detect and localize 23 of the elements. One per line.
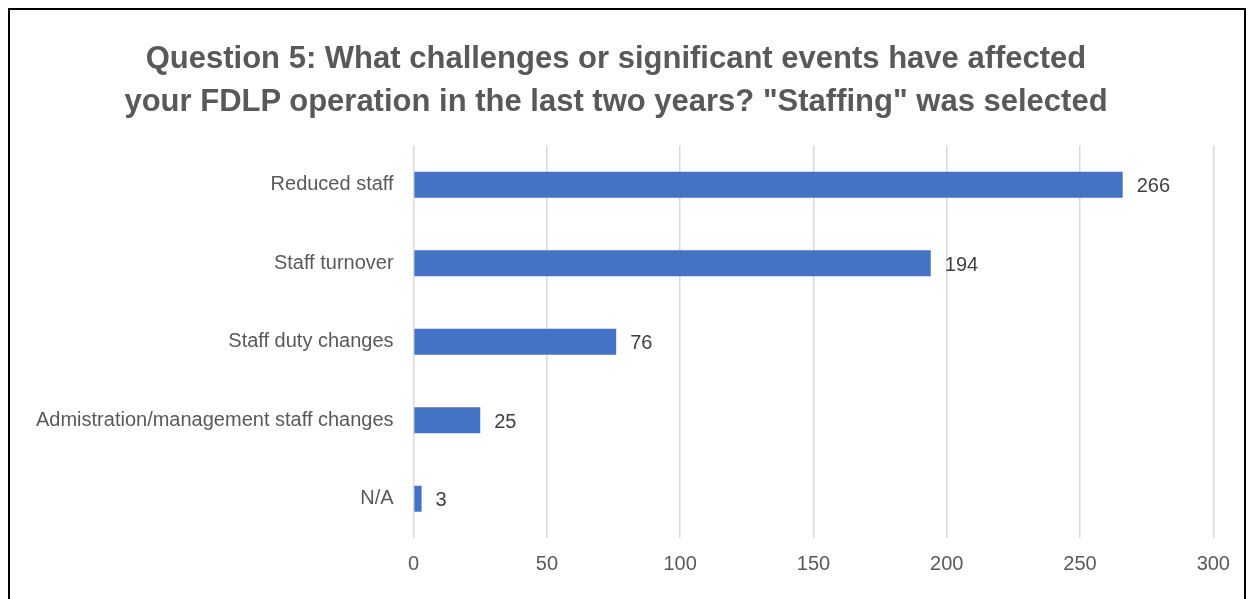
data-label: 76 <box>630 331 653 354</box>
x-tick-label: 250 <box>1063 551 1097 574</box>
data-label: 25 <box>494 409 517 432</box>
bar <box>414 171 1123 198</box>
x-tick-label: 300 <box>1196 551 1230 574</box>
x-tick-label: 0 <box>408 551 420 574</box>
y-tick-label: Staff turnover <box>273 250 394 273</box>
y-tick-label: Admistration/management staff changes <box>36 407 394 430</box>
data-label: 266 <box>1136 174 1171 197</box>
x-tick-label: 200 <box>930 551 964 574</box>
y-tick-label: N/A <box>360 486 395 509</box>
bar <box>414 250 931 277</box>
chart-title: Question 5: What challenges or significant events have affected your FDLP operation in the last two years? "Staffing" was selected <box>124 39 1108 118</box>
x-tick-label: 50 <box>535 551 559 574</box>
data-label: 3 <box>435 488 447 511</box>
x-tick-label: 100 <box>663 551 697 574</box>
y-tick-label: Reduced staff <box>270 172 395 195</box>
data-label: 194 <box>944 252 979 275</box>
x-tick-label: 150 <box>796 551 831 574</box>
bar <box>414 485 422 512</box>
bar <box>414 328 617 355</box>
y-tick-label: Staff duty changes <box>228 329 394 352</box>
bar <box>414 407 481 434</box>
